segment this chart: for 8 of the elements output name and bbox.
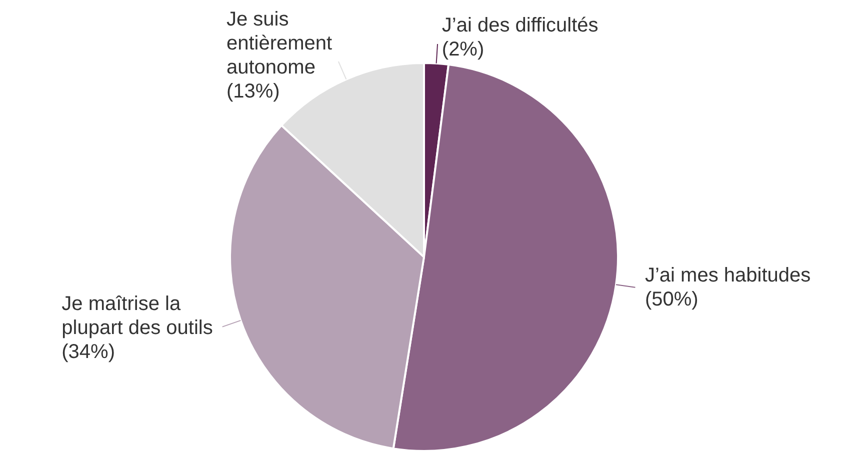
slice-label: Je maîtrise la plupart des outils: [62, 293, 213, 340]
slice-label: J’ai mes habitudes: [644, 264, 811, 287]
data-label: (34%): [62, 341, 115, 364]
slice-label: J’ai des difficultés: [442, 14, 598, 37]
slice-label: Je suis entièrement autonome: [226, 8, 333, 79]
data-label: (2%): [442, 38, 484, 61]
data-label: (13%): [226, 80, 280, 103]
data-label: (50%): [644, 288, 698, 311]
